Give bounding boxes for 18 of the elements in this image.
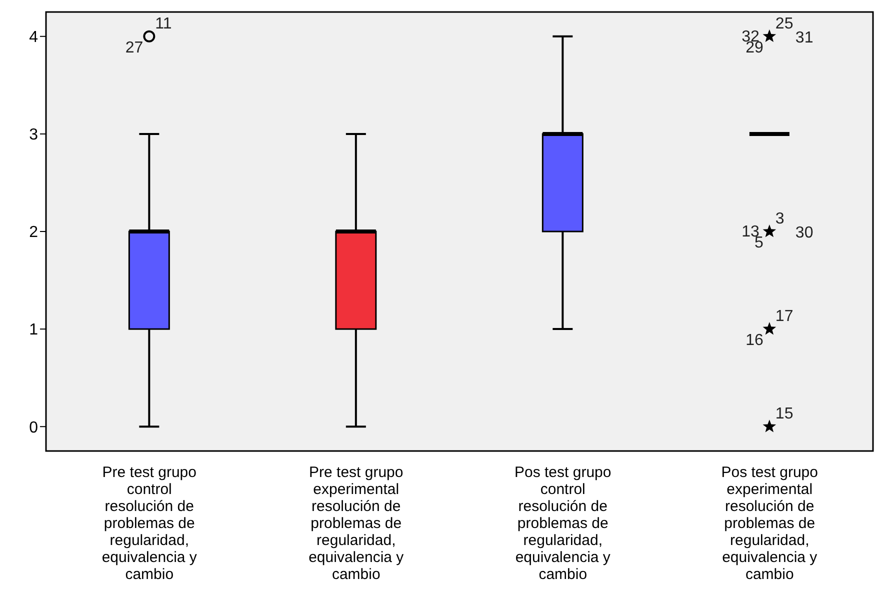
x-tick-label: Pos test grupo control resolución de problemas de regularidad, equivalencia y cambio (514, 464, 612, 583)
y-tick-label: 4 (29, 29, 38, 46)
x-tick-label: Pos test grupo experimental resolución de problemas de regularidad, equivalencia y cambio (721, 464, 818, 583)
annotation: 11 (155, 15, 172, 32)
annotation: 16 (746, 332, 764, 350)
annotation: 27 (125, 39, 144, 56)
annotation: 25 (775, 15, 794, 32)
x-tick-label: Pre test grupo experimental resolución de problemas de regularidad, equivalencia y cambio (308, 464, 404, 583)
annotation: 30 (795, 224, 814, 242)
x-tick-label: Pre test grupo control resolución de problemas de regularidad, equivalencia y cambio (102, 464, 198, 583)
annotation: 15 (775, 406, 794, 423)
annotation: 31 (795, 29, 814, 46)
y-tick-label: 2 (29, 224, 38, 242)
annotation: 17 (775, 308, 794, 326)
annotation: 3 (775, 210, 784, 228)
y-tick-label: 3 (29, 126, 38, 144)
y-tick-label: 1 (29, 322, 38, 339)
y-tick-label: 0 (29, 419, 38, 436)
